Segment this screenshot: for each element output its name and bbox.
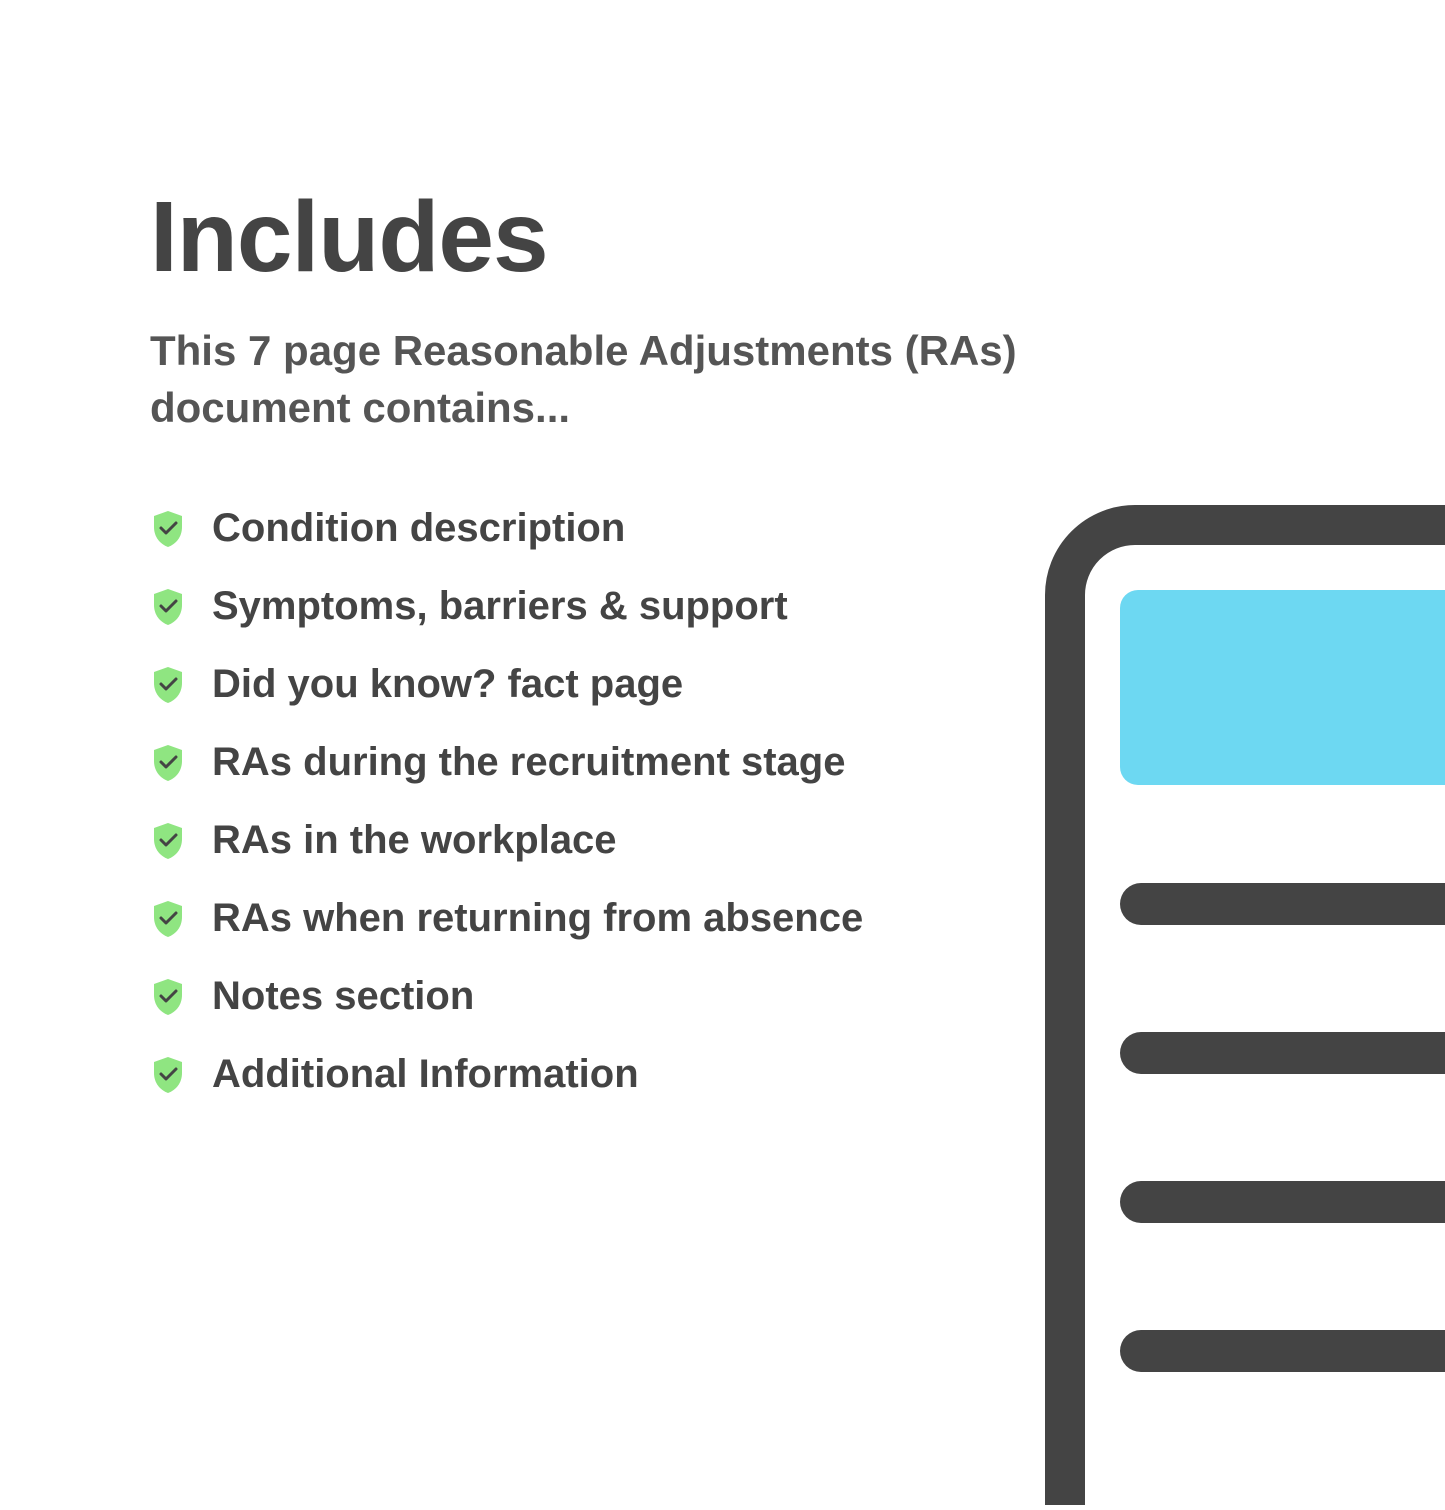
list-item: Notes section [150,974,1445,1019]
shield-check-icon [150,1055,186,1095]
list-item-label: Did you know? fact page [212,662,683,707]
shield-check-icon [150,743,186,783]
list-item: Condition description [150,506,1445,551]
list-item-label: RAs during the recruitment stage [212,740,845,785]
list-item: Did you know? fact page [150,662,1445,707]
list-item-label: RAs when returning from absence [212,896,863,941]
shield-check-icon [150,509,186,549]
list-item-label: Notes section [212,974,474,1019]
list-item: Additional Information [150,1052,1445,1097]
subtitle: This 7 page Reasonable Adjustments (RAs)… [150,323,1050,436]
page-title: Includes [150,180,1445,295]
list-item-label: Symptoms, barriers & support [212,584,788,629]
list-item: RAs when returning from absence [150,896,1445,941]
list-item-label: Additional Information [212,1052,639,1097]
list-item: RAs during the recruitment stage [150,740,1445,785]
shield-check-icon [150,665,186,705]
list-item-label: Condition description [212,506,625,551]
list-item: RAs in the workplace [150,818,1445,863]
includes-list: Condition description Symptoms, barriers … [150,506,1445,1097]
shield-check-icon [150,899,186,939]
list-item: Symptoms, barriers & support [150,584,1445,629]
shield-check-icon [150,587,186,627]
shield-check-icon [150,977,186,1017]
shield-check-icon [150,821,186,861]
content-area: Includes This 7 page Reasonable Adjustme… [0,0,1445,1097]
list-item-label: RAs in the workplace [212,818,617,863]
